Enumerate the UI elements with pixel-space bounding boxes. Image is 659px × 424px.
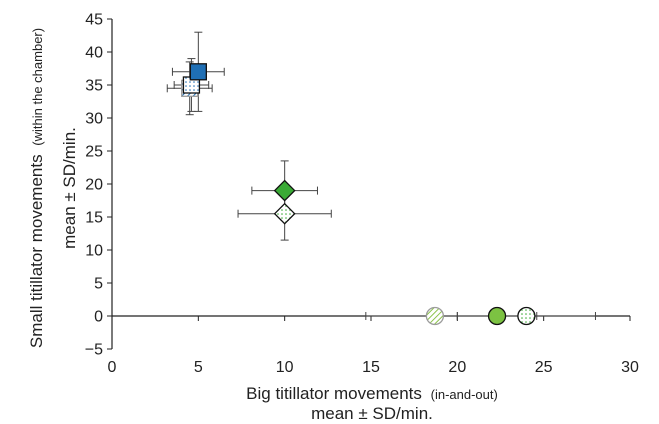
y-tick-label: 45 bbox=[85, 12, 103, 29]
y-tick-label: 35 bbox=[85, 78, 103, 95]
x-tick-label: 25 bbox=[535, 359, 553, 376]
x-tick-label: 0 bbox=[108, 359, 117, 376]
x-tick-label: 5 bbox=[194, 359, 203, 376]
y-axis-title: Small titillator movements (within the c… bbox=[27, 28, 46, 348]
x-tick-labels: 0 5 10 15 20 25 30 bbox=[108, 359, 639, 376]
circle-marker bbox=[425, 306, 445, 326]
y-tick-label: 10 bbox=[85, 243, 103, 260]
diamond-marker bbox=[273, 179, 296, 202]
y-tick-label: 25 bbox=[85, 144, 103, 161]
circle-marker bbox=[487, 306, 507, 326]
circle-marker bbox=[517, 306, 536, 326]
x-axis-title: Big titillator movements (in-and-out) bbox=[246, 384, 498, 403]
x-axis-title-line2: mean ± SD/min. bbox=[311, 404, 433, 423]
x-tick-label: 30 bbox=[621, 359, 639, 376]
y-tick-label: −5 bbox=[85, 342, 103, 359]
square-marker bbox=[189, 63, 207, 81]
data-points bbox=[181, 63, 536, 326]
x-tick-label: 15 bbox=[362, 359, 380, 376]
x-axis-title-sub: (in-and-out) bbox=[431, 387, 498, 402]
y-tick-label: 15 bbox=[85, 210, 103, 227]
y-tick-label: 30 bbox=[85, 111, 103, 128]
y-tick-label: 0 bbox=[94, 309, 103, 326]
diamond-marker bbox=[273, 202, 296, 225]
error-bars bbox=[166, 31, 596, 320]
y-axis-title-line2: mean ± SD/min. bbox=[60, 127, 79, 249]
axes bbox=[107, 18, 631, 350]
x-tick-label: 10 bbox=[276, 359, 294, 376]
y-tick-labels: −5 0 5 10 15 20 25 30 35 40 45 bbox=[85, 12, 103, 359]
x-axis-title-main: Big titillator movements bbox=[246, 384, 422, 403]
y-axis-title-sub: (within the chamber) bbox=[30, 28, 45, 146]
y-tick-label: 5 bbox=[94, 276, 103, 293]
y-axis-title-main: Small titillator movements bbox=[27, 154, 46, 348]
y-tick-label: 20 bbox=[85, 177, 103, 194]
x-tick-label: 20 bbox=[448, 359, 466, 376]
y-tick-label: 40 bbox=[85, 45, 103, 62]
